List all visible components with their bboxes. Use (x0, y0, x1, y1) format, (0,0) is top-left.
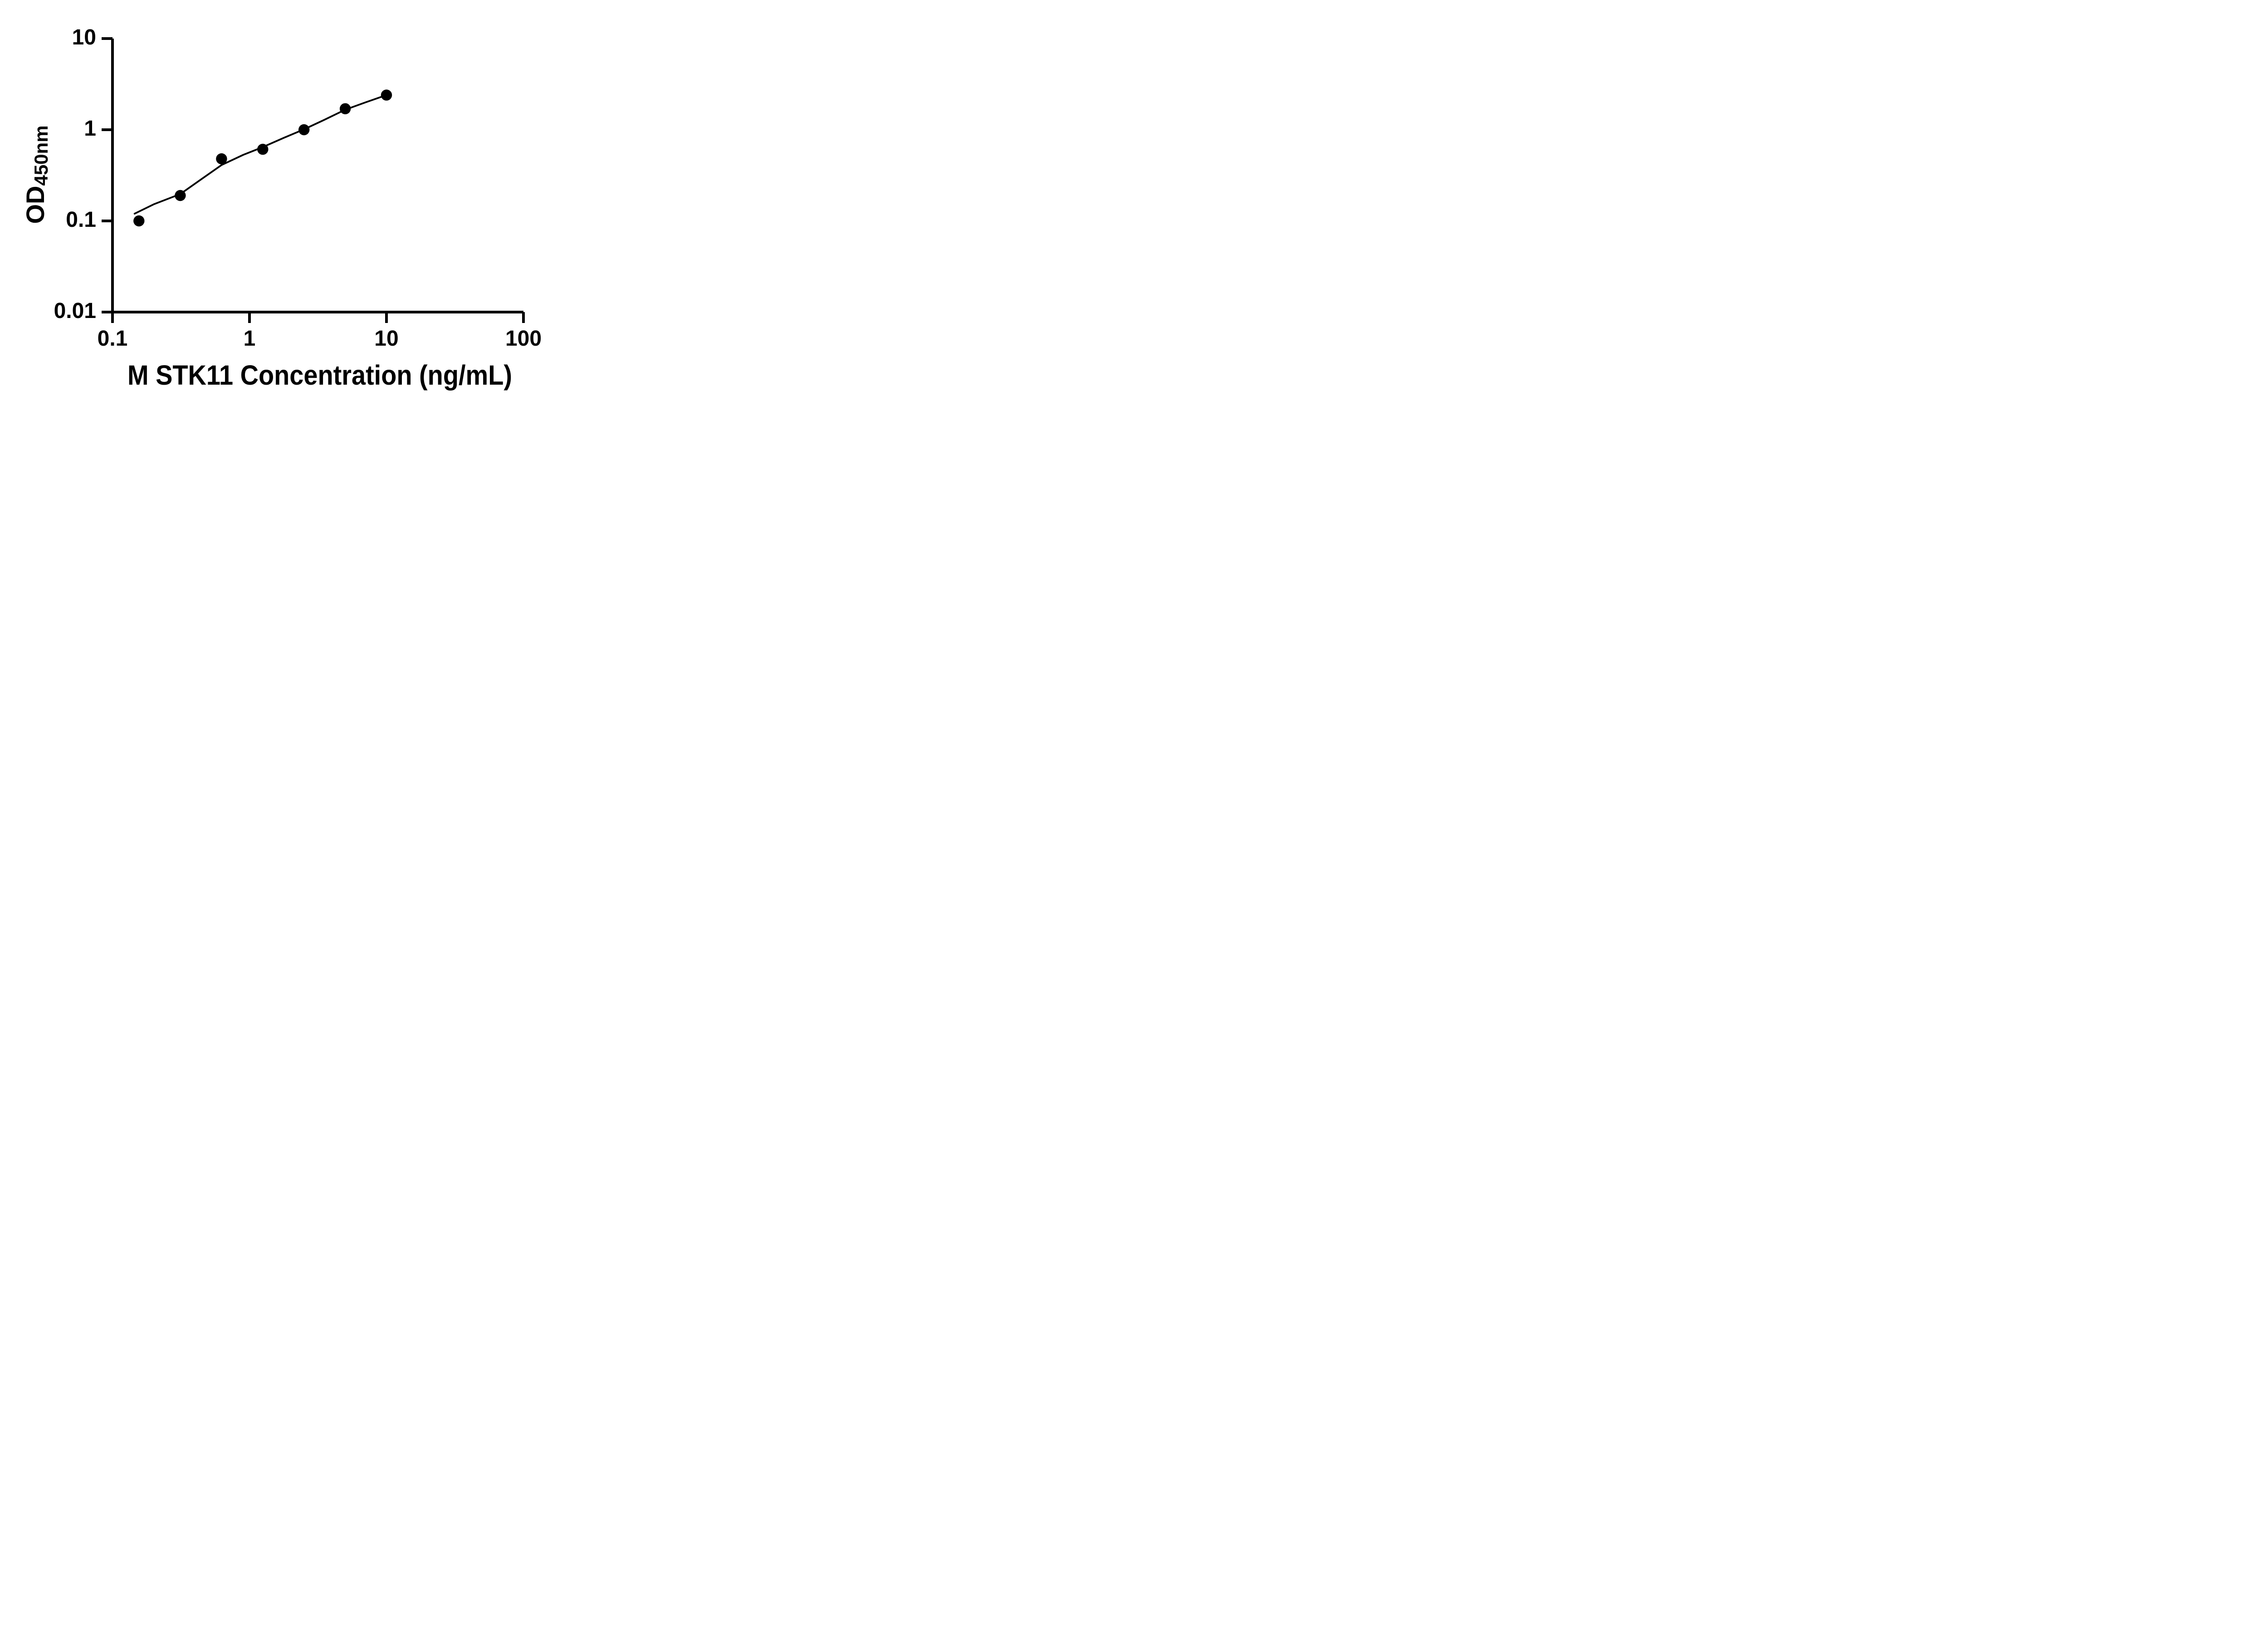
data-point (175, 190, 186, 201)
data-points-layer (133, 89, 392, 227)
data-point (257, 143, 269, 155)
y-axis-title-subscript: 450nm (30, 125, 52, 186)
data-point (298, 124, 310, 136)
data-point (381, 89, 392, 101)
y-tick-label: 1 (84, 117, 96, 141)
y-tick-label: 0.1 (66, 208, 96, 232)
axes-layer (102, 37, 525, 323)
x-tick-label: 10 (374, 327, 398, 351)
chart-figure: 10 1 0.1 0.01 0.1 1 10 100 M STK11 Concentratio… (0, 0, 583, 408)
y-axis-title: OD450nm (21, 125, 52, 224)
y-tick-label: 10 (72, 25, 96, 49)
x-tick-label: 0.1 (98, 327, 128, 351)
y-axis-title-main: OD (21, 186, 49, 224)
y-tick-label: 0.01 (54, 299, 96, 323)
data-point (133, 215, 145, 227)
data-point (216, 153, 227, 165)
x-tick-label: 1 (244, 327, 256, 351)
x-axis-title: M STK11 Concentration (ng/mL) (127, 360, 512, 391)
x-tick-label: 100 (505, 327, 542, 351)
data-point (339, 103, 351, 114)
